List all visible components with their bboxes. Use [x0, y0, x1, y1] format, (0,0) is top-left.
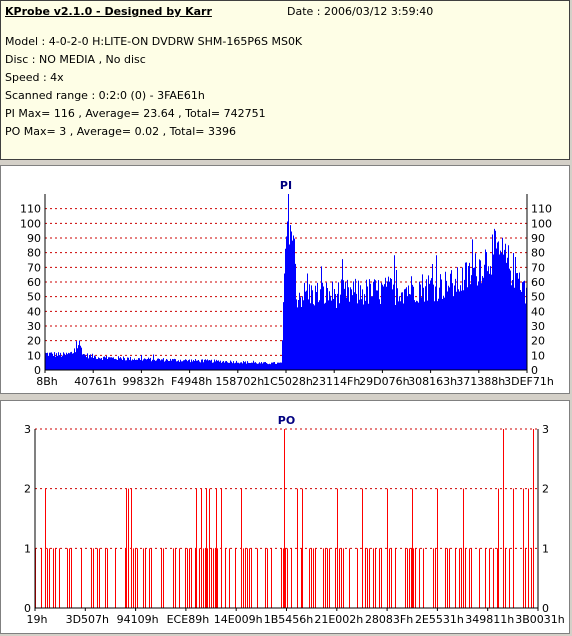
y-tick-label-left: 3: [24, 423, 31, 436]
scan-date: Date : 2006/03/12 3:59:40: [287, 5, 434, 18]
y-tick-label-left: 1: [24, 542, 31, 555]
x-tick-label: 3D507h: [66, 613, 109, 626]
data-bars: [35, 429, 534, 608]
x-tick-label: 28083Fh: [365, 613, 413, 626]
pi-summary-line: PI Max= 116 , Average= 23.64 , Total= 74…: [5, 107, 266, 120]
chart-title: PO: [278, 414, 295, 427]
y-tick-label-right: 100: [531, 217, 552, 230]
x-tick-label: 8Bh: [36, 375, 58, 388]
y-tick-label-right: 1: [542, 542, 549, 555]
data-bars: [45, 194, 527, 370]
y-tick-label-left: 30: [27, 320, 41, 333]
y-tick-label-left: 40: [27, 305, 41, 318]
y-tick-label-left: 20: [27, 335, 41, 348]
x-tick-label: 1C5028h: [263, 375, 313, 388]
app-title: KProbe v2.1.0 - Designed by Karr: [5, 5, 212, 18]
y-tick-label-right: 90: [531, 232, 545, 245]
y-tick-label-left: 50: [27, 291, 41, 304]
x-tick-label: 14E009h: [214, 613, 263, 626]
x-tick-label: 3DEF71h: [504, 375, 554, 388]
x-tick-label: 3B0031h: [515, 613, 565, 626]
pi-chart-panel: PI 0 0 10 10 20 20 30 30 40 40 50 50 60 60 70 70 80 80 90 90…: [0, 165, 570, 394]
y-tick-label-right: 40: [531, 305, 545, 318]
x-tick-label: 308163h: [408, 375, 457, 388]
disc-line: Disc : NO MEDIA , No disc: [5, 53, 146, 66]
x-tick-label: 99832h: [122, 375, 164, 388]
x-tick-label: 21E002h: [314, 613, 363, 626]
y-tick-label-right: 70: [531, 261, 545, 274]
y-tick-label-right: 110: [531, 203, 552, 216]
x-tick-label: 40761h: [74, 375, 116, 388]
y-tick-label-right: 50: [531, 291, 545, 304]
x-tick-label: F4948h: [171, 375, 212, 388]
scanned-range-line: Scanned range : 0:2:0 (0) - 3FAE61h: [5, 89, 205, 102]
x-tick-label: ECE89h: [167, 613, 210, 626]
y-tick-label-right: 0: [531, 364, 538, 377]
y-tick-label-left: 80: [27, 247, 41, 260]
chart-title: PI: [280, 179, 292, 192]
speed-line: Speed : 4x: [5, 71, 64, 84]
y-tick-label-left: 2: [24, 483, 31, 496]
x-tick-label: 1B5456h: [264, 613, 314, 626]
y-tick-label-left: 110: [20, 203, 41, 216]
x-tick-label: 349811h: [465, 613, 514, 626]
y-tick-label-right: 2: [542, 483, 549, 496]
po-chart: PO 0 0 1 1 2 2 3 3 19h 3D507h 94109h ECE89h 14E009h 1B…: [24, 414, 565, 626]
x-tick-label: 2E5531h: [415, 613, 464, 626]
info-panel: KProbe v2.1.0 - Designed by Karr Date : …: [0, 0, 570, 160]
y-tick-label-left: 10: [27, 349, 41, 362]
y-tick-label-left: 100: [20, 217, 41, 230]
y-tick-label-left: 70: [27, 261, 41, 274]
po-summary-line: PO Max= 3 , Average= 0.02 , Total= 3396: [5, 125, 236, 138]
y-tick-label-right: 80: [531, 247, 545, 260]
y-tick-label-right: 30: [531, 320, 545, 333]
x-tick-label: 19h: [27, 613, 48, 626]
y-tick-label-right: 0: [542, 602, 549, 615]
x-tick-label: 23114Fh: [312, 375, 360, 388]
x-tick-label: 29D076h: [359, 375, 409, 388]
y-tick-label-left: 0: [24, 602, 31, 615]
x-tick-label: 371388h: [456, 375, 505, 388]
model-line: Model : 4-0-2-0 H:LITE-ON DVDRW SHM-165P…: [5, 35, 303, 48]
x-tick-label: 94109h: [117, 613, 159, 626]
y-tick-label-right: 60: [531, 276, 545, 289]
y-tick-label-left: 90: [27, 232, 41, 245]
y-tick-label-left: 0: [34, 364, 41, 377]
x-tick-label: 158702h: [215, 375, 264, 388]
po-chart-panel: PO 0 0 1 1 2 2 3 3 19h 3D507h 94109h ECE89h 14E009h 1B…: [0, 400, 570, 634]
y-tick-label-left: 60: [27, 276, 41, 289]
y-tick-label-right: 3: [542, 423, 549, 436]
y-tick-label-right: 20: [531, 335, 545, 348]
y-tick-label-right: 10: [531, 349, 545, 362]
